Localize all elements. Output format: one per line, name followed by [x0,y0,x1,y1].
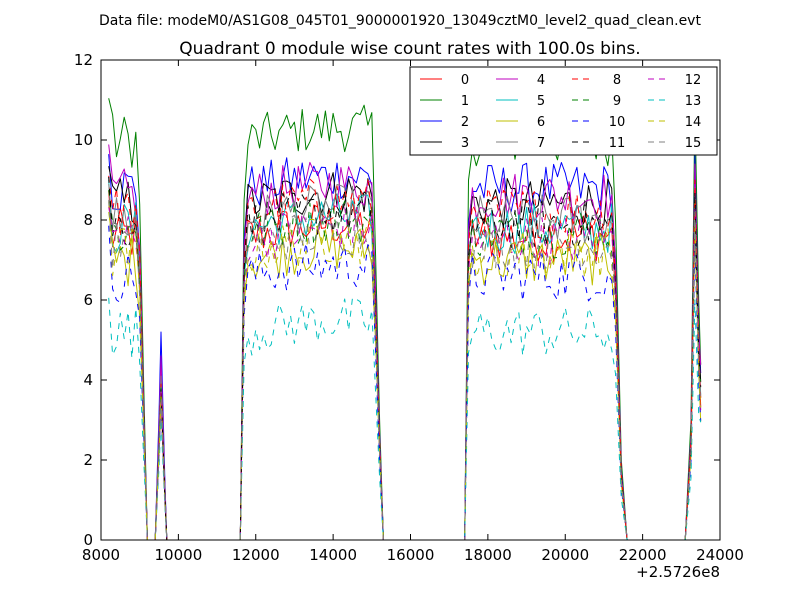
series-line-6 [108,211,702,541]
legend-label-3: 3 [461,136,469,151]
x-tick-label: 24000 [696,546,744,564]
legend-label-14: 14 [685,115,702,130]
x-tick-label: 12000 [232,546,280,564]
chart-title: Quadrant 0 module wise count rates with … [179,39,640,59]
legend-label-2: 2 [461,115,469,130]
y-tick-label: 0 [83,531,93,549]
x-tick-label: 14000 [309,546,357,564]
legend-label-0: 0 [461,73,469,88]
plot-area [108,98,702,541]
legend-label-4: 4 [537,73,545,88]
y-tick-label: 12 [74,51,93,69]
legend-label-7: 7 [537,136,545,151]
legend-label-12: 12 [685,73,702,88]
series-line-15 [108,199,702,541]
x-tick-label: 18000 [464,546,512,564]
y-tick-label: 4 [83,371,93,389]
series-line-12 [108,206,702,541]
legend-label-8: 8 [613,73,621,88]
legend-label-1: 1 [461,94,469,109]
x-tick-label: 20000 [541,546,589,564]
y-tick-label: 8 [83,211,93,229]
legend-box [409,66,718,156]
legend-label-9: 9 [613,94,621,109]
legend-label-6: 6 [537,115,545,130]
legend-label-5: 5 [537,94,545,109]
series-line-13 [108,297,702,541]
series-line-3 [108,166,702,541]
file-suptitle: Data file: modeM0/AS1G08_045T01_90000019… [99,13,701,29]
x-tick-label: 10000 [155,546,203,564]
axes: 8000 10000 12000 14000 16000 18000 20000 22000 2… [74,51,744,564]
y-tick-label: 2 [83,451,93,469]
y-tick-label: 6 [83,291,93,309]
series-line-8 [108,175,702,541]
legend-label-13: 13 [685,94,702,109]
y-tick-label: 10 [74,131,93,149]
x-tick-label: 22000 [619,546,667,564]
legend-label-10: 10 [609,115,626,130]
legend-label-15: 15 [685,136,702,151]
legend-label-11: 11 [609,136,626,151]
series-line-1 [108,98,702,541]
x-tick-label: 16000 [387,546,435,564]
series-line-10 [108,225,702,541]
x-offset-label: +2.5726e8 [636,563,720,581]
x-tick-label: 8000 [82,546,120,564]
